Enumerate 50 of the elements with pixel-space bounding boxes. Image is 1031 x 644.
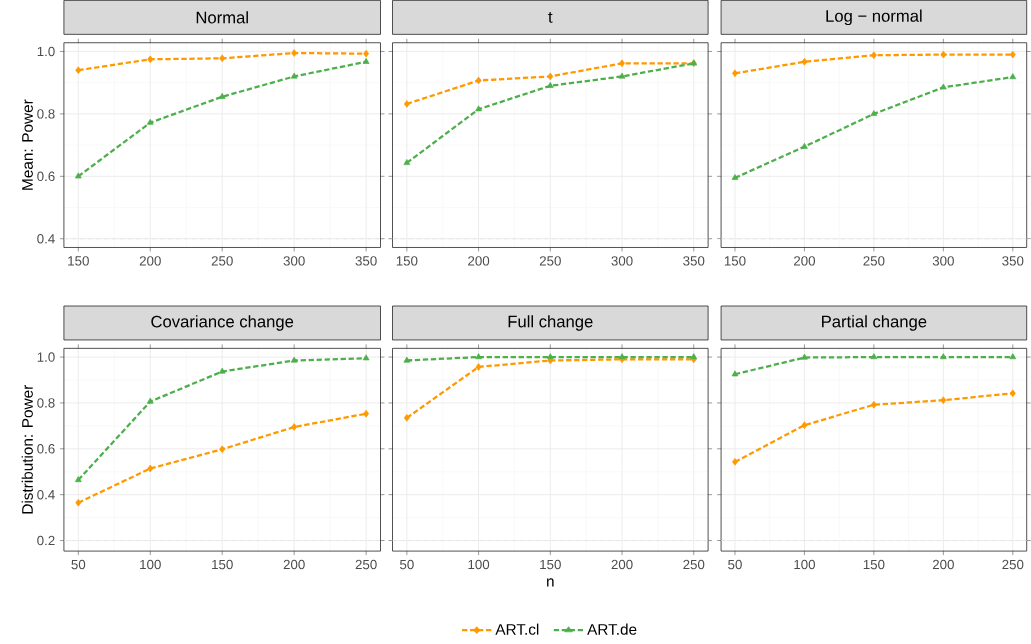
y-tick-label: 1.0 — [37, 352, 55, 362]
x-tick-label: 150 — [863, 559, 885, 570]
x-axis-title: n — [547, 578, 554, 587]
y-tick-label: 0.4 — [37, 489, 55, 500]
chart-title: t — [548, 11, 553, 23]
y-tick-label: 0.2 — [37, 535, 55, 546]
x-tick-label: 250 — [211, 256, 233, 266]
x-tick-label: 200 — [139, 256, 161, 266]
y-tick-label: 0.4 — [37, 234, 55, 244]
x-tick-label: 50 — [399, 559, 414, 570]
x-tick-label: 150 — [212, 559, 233, 570]
x-tick-label: 250 — [1002, 559, 1024, 570]
x-tick-label: 200 — [283, 559, 305, 570]
legend-label: ART.de — [587, 623, 637, 635]
y-tick-label: 0.6 — [37, 444, 55, 454]
x-tick-label: 150 — [396, 256, 418, 266]
x-tick-label: 100 — [468, 559, 490, 570]
chart-title: Log − normal — [826, 9, 922, 26]
x-tick-label: 300 — [932, 256, 954, 266]
x-tick-label: 250 — [683, 559, 705, 570]
x-tick-label: 200 — [932, 559, 954, 570]
x-tick-label: 50 — [728, 559, 742, 570]
chart-title: Normal — [196, 11, 248, 24]
x-tick-label: 150 — [68, 256, 89, 266]
y-tick-label: 1.0 — [37, 46, 55, 57]
x-tick-label: 350 — [355, 256, 377, 266]
x-tick-label: 350 — [683, 256, 705, 266]
x-tick-label: 250 — [539, 256, 561, 266]
x-tick-label: 300 — [611, 256, 633, 266]
x-tick-label: 350 — [1002, 256, 1024, 266]
chart-title: Covariance change — [151, 315, 294, 331]
chart-title: Full change — [508, 315, 593, 331]
chart-title: Partial change — [822, 315, 927, 331]
y-axis-title: Distribution: Power — [21, 385, 33, 514]
legend-label: ART.cl — [495, 623, 539, 635]
y-axis-title: Mean: Power — [22, 99, 33, 190]
x-tick-label: 50 — [71, 559, 86, 570]
x-tick-label: 200 — [611, 559, 633, 570]
x-tick-label: 200 — [793, 256, 816, 266]
x-tick-label: 150 — [724, 256, 746, 266]
y-tick-label: 0.6 — [37, 171, 55, 182]
x-tick-label: 150 — [540, 559, 561, 570]
y-tick-label: 0.8 — [37, 109, 55, 119]
x-tick-label: 250 — [355, 559, 377, 570]
x-tick-label: 200 — [468, 256, 490, 266]
x-tick-label: 100 — [794, 559, 816, 570]
x-tick-label: 100 — [140, 559, 161, 570]
y-tick-label: 0.8 — [37, 398, 55, 408]
x-tick-label: 250 — [863, 256, 885, 266]
x-tick-label: 300 — [283, 256, 305, 266]
